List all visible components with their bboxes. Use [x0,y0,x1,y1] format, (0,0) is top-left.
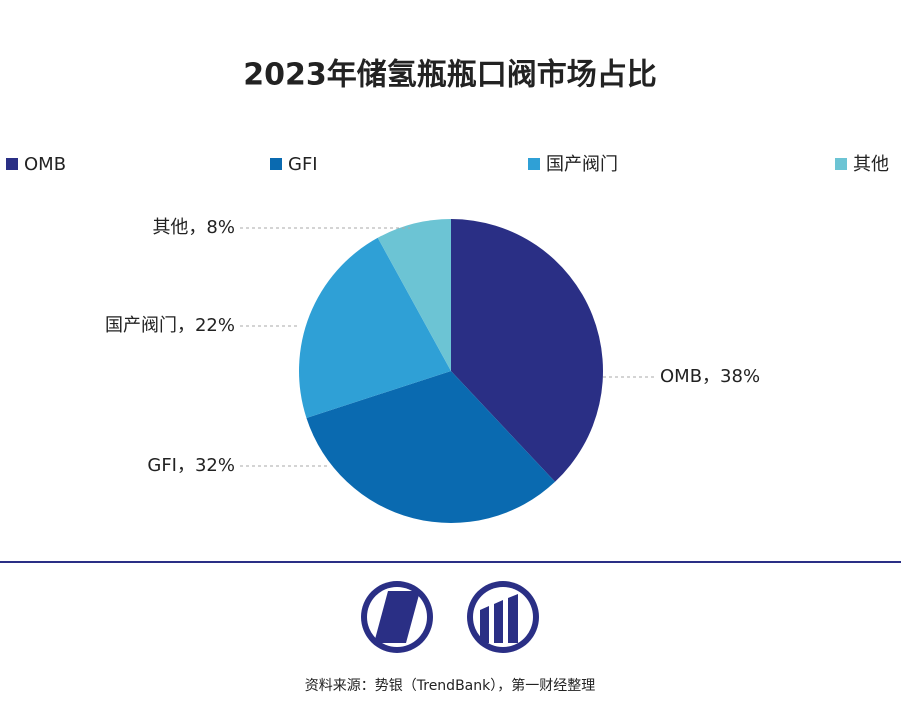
source-note: 资料来源：势银（TrendBank），第一财经整理 [305,677,595,694]
pie-slice [377,219,451,371]
logo-left [361,581,433,653]
legend-swatch [835,158,847,170]
legend-label: GFI [288,154,318,175]
legend-swatch [6,158,18,170]
data-label: 国产阀门，22% [105,315,235,336]
data-label: 其他，8% [152,217,235,238]
pie-slice [306,371,556,523]
pie-slice [299,237,451,418]
chart-title: 2023年储氢瓶瓶口阀市场占比 [243,58,657,93]
legend-label: OMB [24,154,66,175]
legend-swatch [528,158,540,170]
legend-label: 其他 [853,154,889,175]
legend-swatch [270,158,282,170]
data-label: GFI，32% [147,455,235,476]
logo-right [467,581,539,653]
pie-slice [451,219,604,482]
data-label: OMB，38% [660,366,760,387]
legend-label: 国产阀门 [546,154,618,175]
